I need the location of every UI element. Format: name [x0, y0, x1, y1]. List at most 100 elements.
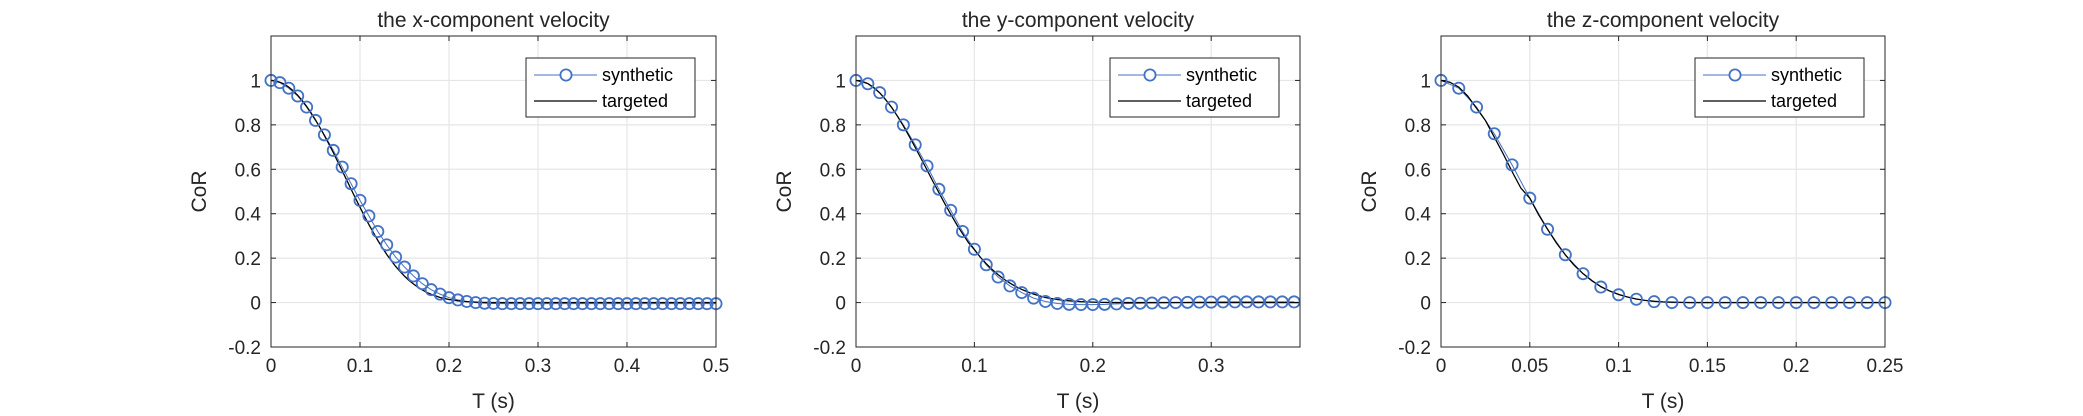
synthetic-marker: [380, 238, 394, 252]
synthetic-marker: [567, 297, 581, 311]
synthetic-marker: [1015, 286, 1029, 300]
synthetic-marker: [861, 77, 875, 91]
synthetic-marker: [665, 297, 679, 311]
synthetic-marker: [908, 138, 922, 152]
y-tick-label: 0.6: [820, 160, 846, 181]
y-tick-label: 0: [835, 294, 846, 315]
x-tick-label: 0.1: [347, 356, 373, 377]
synthetic-marker: [656, 297, 670, 311]
y-tick-label: -0.2: [1398, 338, 1431, 359]
synthetic-marker: [576, 297, 590, 311]
legend: synthetic targeted: [1694, 57, 1865, 118]
legend-box: [1109, 57, 1280, 118]
synthetic-marker: [371, 224, 385, 238]
synthetic-marker: [486, 296, 500, 310]
synthetic-marker: [415, 277, 429, 291]
y-tick-label: 0.6: [1405, 160, 1431, 181]
synthetic-marker: [549, 297, 563, 311]
synthetic-marker: [504, 297, 518, 311]
y-tick-label: 0.6: [235, 160, 261, 181]
x-tick-label: 0.4: [614, 356, 641, 377]
x-axis-label: T (s): [472, 390, 515, 413]
synthetic-marker: [611, 297, 625, 311]
synthetic-marker: [1825, 296, 1839, 310]
axes-box: [270, 35, 717, 348]
synthetic-marker: [522, 297, 536, 311]
x-tick-label: 0.3: [525, 356, 551, 377]
x-tick-label: 0.15: [1689, 356, 1726, 377]
legend: synthetic targeted: [525, 57, 696, 118]
synthetic-marker: [920, 159, 934, 173]
legend-label-targeted: targeted: [1771, 91, 1837, 111]
y-axis-label: CoR: [773, 170, 796, 212]
y-tick-label: 0: [1420, 294, 1431, 315]
y-tick-label: 1: [835, 71, 846, 92]
x-tick-label: 0.1: [961, 356, 987, 377]
synthetic-marker: [1736, 296, 1750, 310]
x-tick-label: 0.3: [1198, 356, 1224, 377]
synthetic-marker: [1700, 296, 1714, 310]
x-tick-label: 0: [1436, 356, 1447, 377]
y-axis-label: CoR: [1358, 170, 1381, 212]
synthetic-marker: [1860, 296, 1874, 310]
x-axis-label: T (s): [1642, 390, 1685, 413]
synthetic-marker: [1505, 158, 1519, 172]
x-axis-label: T (s): [1057, 390, 1100, 413]
y-tick-label: 0.8: [820, 116, 846, 137]
synthetic-marker: [442, 291, 456, 305]
x-tick-label: 0.05: [1511, 356, 1548, 377]
synthetic-marker: [344, 177, 358, 191]
synthetic-marker: [967, 242, 981, 256]
synthetic-marker: [1629, 292, 1643, 306]
synthetic-marker: [1647, 295, 1661, 309]
synthetic-marker: [362, 209, 376, 223]
synthetic-marker: [1470, 100, 1484, 114]
synthetic-marker: [602, 297, 616, 311]
chart-title: the x-component velocity: [377, 9, 610, 32]
legend-label-synthetic: synthetic: [1186, 65, 1257, 85]
legend-box: [525, 57, 696, 118]
synthetic-marker: [620, 297, 634, 311]
legend-label-targeted: targeted: [602, 91, 668, 111]
x-tick-label: 0: [851, 356, 862, 377]
synthetic-marker: [1754, 296, 1768, 310]
synthetic-marker: [1683, 296, 1697, 310]
synthetic-marker: [629, 297, 643, 311]
y-tick-label: 0.2: [820, 249, 846, 270]
synthetic-marker: [638, 297, 652, 311]
y-tick-label: 0.8: [235, 116, 261, 137]
x-tick-label: 0.2: [436, 356, 462, 377]
synthetic-marker: [1576, 267, 1590, 281]
synthetic-marker: [682, 297, 696, 311]
synthetic-marker: [956, 224, 970, 238]
synthetic-marker: [691, 297, 705, 311]
synthetic-marker: [1038, 294, 1052, 308]
synthetic-marker: [1612, 288, 1626, 302]
legend-synthetic-marker-sample: [559, 68, 573, 82]
synthetic-marker: [647, 297, 661, 311]
y-tick-label: 0.4: [820, 205, 847, 226]
synthetic-marker: [460, 294, 474, 308]
synthetic-marker: [353, 193, 367, 207]
axes-box: [855, 35, 1301, 348]
y-tick-label: 1: [1420, 71, 1431, 92]
synthetic-marker: [584, 297, 598, 311]
synthetic-marker: [896, 118, 910, 132]
synthetic-marker: [1771, 296, 1785, 310]
synthetic-marker: [335, 160, 349, 174]
x-tick-label: 0.1: [1605, 356, 1631, 377]
synthetic-marker: [1842, 296, 1856, 310]
synthetic-marker: [326, 143, 340, 157]
y-tick-label: -0.2: [813, 338, 846, 359]
synthetic-marker: [1452, 81, 1466, 95]
synthetic-marker: [558, 297, 572, 311]
synthetic-marker: [389, 250, 403, 264]
chart-title: the z-component velocity: [1547, 9, 1780, 32]
subplot-z-component: 0 0.05 0.1 0.15 0.2 0.25-0.200.20.40.60.81the…: [1358, 9, 1903, 413]
synthetic-marker: [478, 296, 492, 310]
legend-box: [1694, 57, 1865, 118]
synthetic-marker: [1523, 191, 1537, 205]
